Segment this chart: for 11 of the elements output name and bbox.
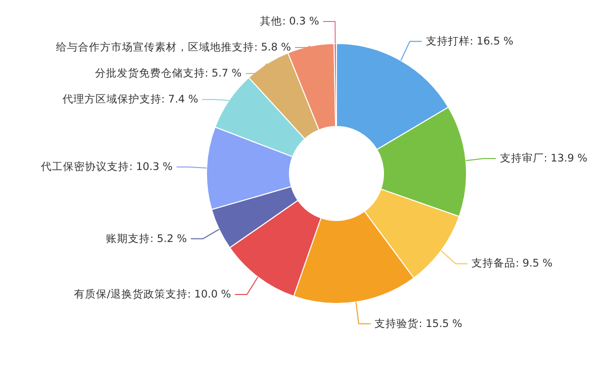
slice-label: 支持验货: 15.5 % [374, 316, 462, 330]
slice-label: 分批发货免费仓储支持: 5.7 % [94, 66, 242, 80]
slice-label: 支持打样: 16.5 % [426, 34, 514, 48]
slice-label: 给与合作方市场宣传素材，区域地推支持: 5.8 % [56, 40, 291, 54]
slice-label: 支持备品: 9.5 % [472, 256, 553, 270]
slice-label: 支持审厂: 13.9 % [500, 152, 588, 164]
slice-label: 有质保/退换货政策支持: 10.0 % [74, 288, 231, 301]
slice-label: 代工保密协议支持: 10.3 % [40, 160, 173, 174]
slice-label: 其他: 0.3 % [260, 14, 320, 28]
slice-label: 账期支持: 5.2 % [106, 232, 187, 245]
slice-label: 代理方区域保护支持: 7.4 % [61, 92, 198, 106]
